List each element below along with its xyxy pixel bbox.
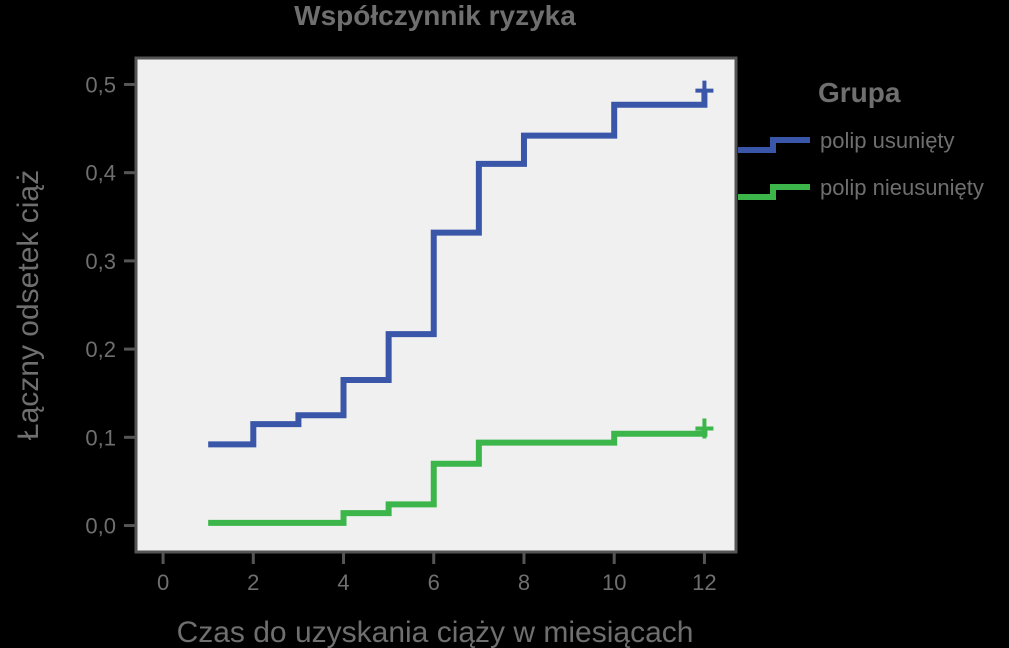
y-tick-label: 0,5: [85, 72, 116, 97]
chart-title: Współczynnik ryzyka: [294, 0, 576, 31]
x-tick-label: 8: [518, 570, 530, 595]
axes: 0,0 0,1 0,2 0,3 0,4 0,5 0 2 4 6 8 10 12: [85, 72, 716, 595]
x-tick-label: 4: [337, 570, 349, 595]
censor-mark: [695, 418, 714, 439]
x-axis-label: Czas do uzyskania ciąży w miesiącach: [177, 616, 694, 648]
legend-swatch-1: [738, 137, 810, 153]
y-tick-label: 0,0: [85, 514, 116, 539]
x-tick-label: 10: [602, 570, 626, 595]
y-tick-label: 0,3: [85, 249, 116, 274]
series-line-1: [208, 90, 708, 448]
y-tick-label: 0,4: [85, 161, 116, 186]
y-axis-label: Łączny odsetek ciąż: [12, 170, 45, 440]
x-tick-label: 12: [692, 570, 716, 595]
series-line-2: [208, 428, 708, 526]
x-tick-label: 2: [247, 570, 259, 595]
y-tick-label: 0,1: [85, 425, 116, 450]
series-group: [208, 80, 714, 526]
x-tick-label: 0: [157, 570, 169, 595]
legend: Grupa polip usunięty polip nieusunięty: [738, 77, 984, 200]
x-tick-label: 6: [428, 570, 440, 595]
legend-label-2: polip nieusunięty: [820, 175, 984, 200]
legend-swatch-2: [738, 184, 810, 200]
y-tick-label: 0,2: [85, 337, 116, 362]
legend-label-1: polip usunięty: [820, 128, 955, 153]
legend-title: Grupa: [818, 77, 901, 108]
censor-mark: [695, 80, 714, 101]
